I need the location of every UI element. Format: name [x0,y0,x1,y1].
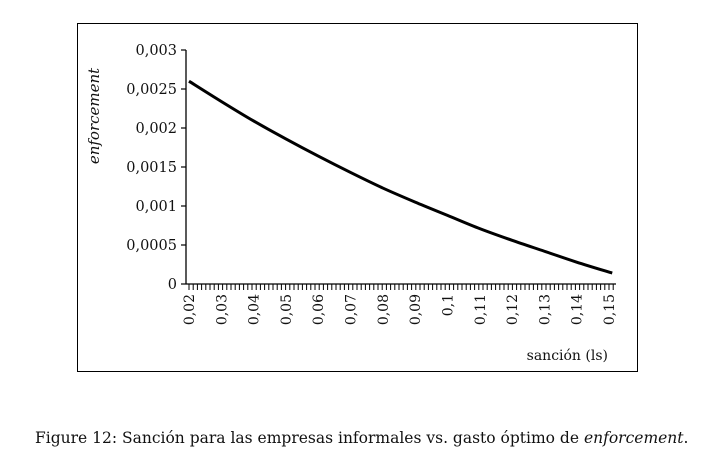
y-axis-label: enforcement [85,67,103,164]
x-tick-label: 0,08 [376,294,392,325]
y-tick-label: 0 [168,277,177,293]
x-tick-label: 0,11 [473,294,489,325]
x-axis-label: sanción (ls) [527,348,608,364]
caption-text: Sanción para las empresas informales vs.… [122,429,584,447]
x-tick-label: 0,07 [344,294,360,325]
x-tick-label: 0,06 [311,294,327,325]
y-axis-ticks: 0 0,0005 0,001 0,0015 0,002 0,0025 0,003 [126,43,186,293]
y-tick-label: 0,0025 [126,82,177,98]
x-tick-label: 0,13 [537,294,553,325]
series-group [188,79,613,275]
y-tick-label: 0,001 [135,199,177,215]
x-tick-label: 0,04 [247,294,263,325]
caption-emphasis: enforcement [583,429,684,447]
x-tick-label: 0,02 [182,294,198,325]
caption-suffix: . [683,429,689,447]
x-tick-label: 0,03 [214,294,230,325]
x-tick-label: 0,12 [505,294,521,325]
caption-prefix: Figure 12: [35,429,122,447]
x-tick-label: 0,09 [408,294,424,325]
figure-caption: Figure 12: Sanción para las empresas inf… [35,429,688,447]
series-line-enforcement [188,79,613,275]
chart-frame [77,23,638,372]
x-tick-label: 0,05 [279,294,295,325]
y-tick-label: 0,0015 [126,160,177,176]
x-tick-label: 0,15 [602,294,618,325]
axes [185,50,616,285]
x-tick-label: 0,1 [440,294,456,316]
y-tick-label: 0,003 [135,43,177,59]
x-axis-ticks: 0,02 0,03 0,04 0,05 0,06 0,07 0,08 0,09 0,1 0,11 0… [182,284,618,325]
y-tick-label: 0,0005 [126,238,177,254]
y-tick-label: 0,002 [135,121,177,137]
x-tick-label: 0,14 [570,294,586,325]
